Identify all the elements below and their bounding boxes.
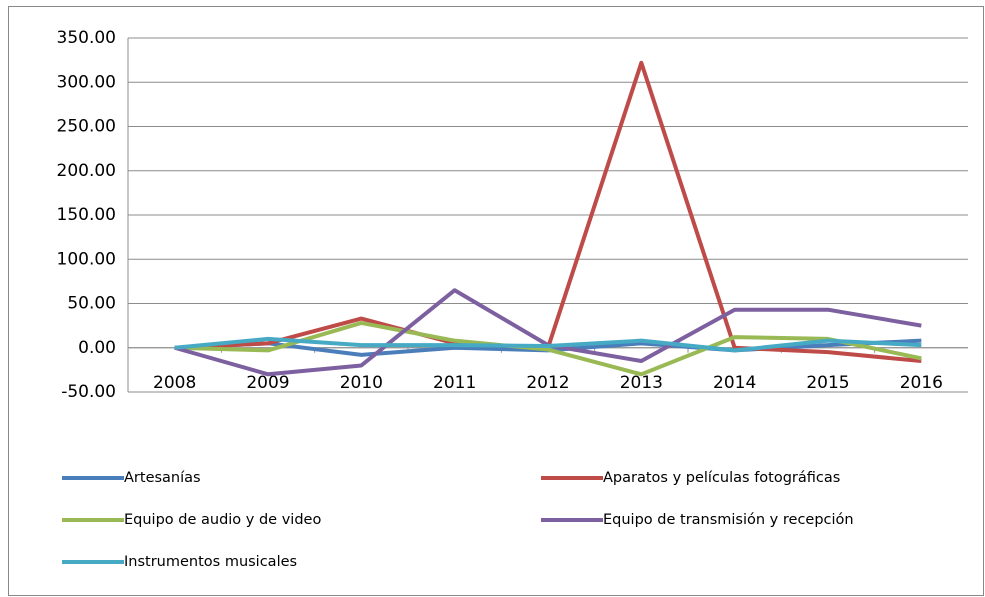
legend-label: Equipo de transmisión y recepción [603, 512, 854, 528]
y-tick-label: 150.00 [57, 205, 116, 225]
x-tick-label: 2010 [340, 373, 383, 393]
y-tick-label: 300.00 [57, 72, 116, 92]
x-tick-label: 2011 [433, 373, 476, 393]
chart-frame [8, 6, 984, 596]
x-tick-label: 2015 [806, 373, 849, 393]
y-tick-label: 200.00 [57, 161, 116, 181]
y-tick-label: 50.00 [67, 294, 116, 314]
legend-label: Artesanías [124, 470, 201, 486]
y-tick-label: 0.00 [78, 338, 116, 358]
line-series [174, 336, 922, 353]
x-tick-label: 2008 [153, 373, 196, 393]
legend-label: Instrumentos musicales [124, 554, 297, 570]
x-tick-label: 2013 [620, 373, 663, 393]
legend-label: Aparatos y películas fotográficas [603, 470, 840, 486]
y-tick-label: 100.00 [57, 249, 116, 269]
legend-label: Equipo de audio y de video [124, 512, 321, 528]
y-tick-label: 250.00 [57, 117, 116, 137]
x-tick-label: 2014 [713, 373, 756, 393]
x-tick-label: 2009 [246, 373, 289, 393]
x-tick-label: 2016 [900, 373, 943, 393]
x-tick-label: 2012 [526, 373, 569, 393]
y-tick-label: -50.00 [61, 382, 116, 402]
y-tick-label: 350.00 [57, 28, 116, 48]
